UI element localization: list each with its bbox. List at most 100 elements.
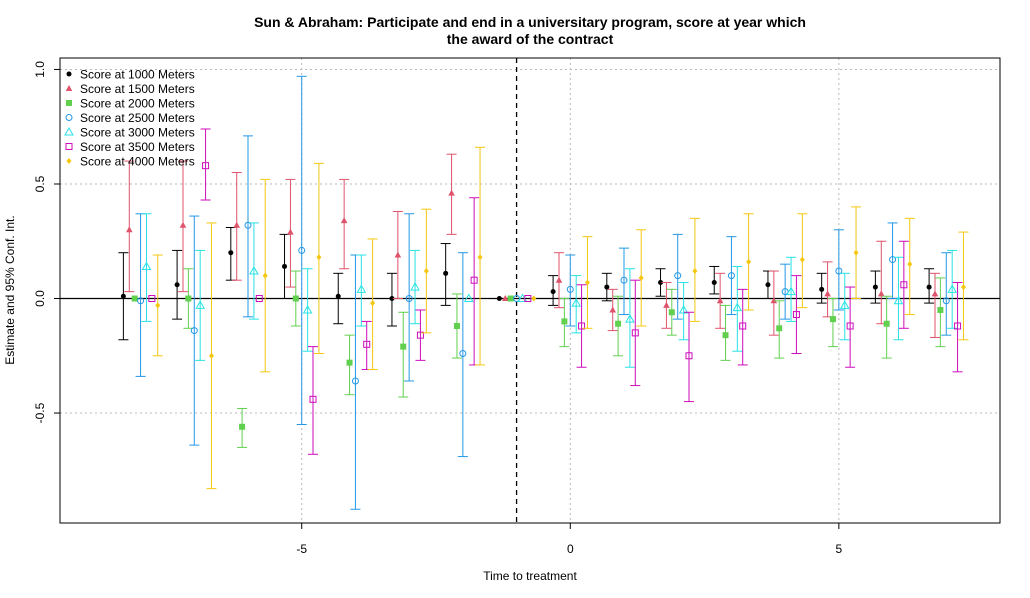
data-point: [335, 293, 341, 299]
data-point: [571, 298, 582, 307]
data-point: [846, 322, 854, 330]
data-point: [302, 304, 313, 314]
data-point: [125, 226, 133, 233]
legend-label: Score at 4000 Meters: [80, 155, 195, 169]
y-tick-label: 1.0: [33, 61, 47, 78]
data-point: [668, 309, 675, 316]
legend-marker: [65, 114, 73, 121]
legend-marker: [65, 85, 73, 91]
legend-label: Score at 1000 Meters: [80, 68, 195, 82]
data-point: [853, 249, 859, 256]
data-point: [776, 325, 783, 332]
plot-frame: [59, 57, 1001, 524]
data-point: [416, 331, 424, 339]
data-point: [239, 423, 246, 430]
data-point: [638, 274, 644, 281]
data-point: [155, 302, 161, 309]
data-point: [244, 221, 252, 229]
data-point: [477, 254, 483, 261]
data-point: [195, 300, 206, 309]
axes: -5 0 5 -0.5 0.0 0.5 1.0: [33, 61, 843, 556]
data-point: [410, 282, 420, 291]
data-point: [370, 300, 376, 307]
legend-label: Score at 3000 Meters: [80, 126, 195, 140]
data-point: [255, 295, 263, 303]
legend-label: Score at 1500 Meters: [80, 82, 195, 96]
data-point: [496, 296, 502, 302]
data-point: [555, 276, 563, 283]
data-point: [202, 162, 210, 170]
data-point: [340, 217, 348, 224]
x-tick-label: 0: [567, 542, 574, 556]
chart-title-line-2: the award of the contract: [447, 31, 614, 47]
data-point: [746, 258, 752, 265]
data-point: [309, 395, 317, 403]
data-point: [609, 306, 617, 313]
data-point: [394, 251, 402, 258]
data-point: [363, 340, 371, 348]
data-point: [900, 281, 908, 289]
data-point: [893, 295, 904, 305]
data-point: [249, 266, 259, 275]
data-point: [346, 359, 353, 366]
data-point: [625, 314, 635, 323]
data-point: [765, 282, 771, 288]
data-point: [448, 189, 455, 196]
data-point: [829, 316, 836, 323]
data-point: [942, 297, 950, 305]
data-point: [453, 323, 460, 330]
x-axis-label: Time to treatment: [483, 569, 577, 583]
legend-label: Score at 2500 Meters: [80, 111, 195, 125]
legend-marker: [65, 143, 73, 150]
grid-lines: [60, 58, 1000, 523]
data-point: [137, 297, 145, 305]
y-axis-label: Estimate and 95% Conf. Int.: [3, 215, 17, 364]
data-point: [174, 282, 180, 288]
data-point: [578, 322, 586, 330]
data-point: [287, 228, 294, 235]
x-tick-label: 5: [836, 542, 843, 556]
data-point: [389, 296, 395, 302]
data-point: [148, 295, 156, 303]
data-point: [711, 279, 717, 285]
data-point: [658, 279, 664, 285]
y-tick-label: -0.5: [33, 402, 47, 423]
reference-lines: [60, 58, 1000, 523]
legend-label: Score at 2000 Meters: [80, 97, 195, 111]
legend-marker: [66, 71, 72, 77]
series-6: [148, 128, 963, 455]
data-point: [620, 276, 628, 284]
data-point: [883, 320, 890, 327]
legend-marker: [66, 100, 72, 106]
data-point: [663, 301, 670, 308]
data-point: [678, 304, 689, 314]
data-point: [524, 295, 532, 303]
data-point: [770, 297, 778, 304]
data-point: [179, 221, 187, 228]
data-point: [931, 290, 939, 297]
legend-marker: [66, 158, 72, 164]
data-point: [685, 352, 693, 360]
data-point: [507, 295, 514, 302]
data-point: [839, 300, 850, 309]
series-5: [141, 213, 958, 368]
data-point: [727, 272, 735, 280]
data-point: [926, 284, 932, 290]
data-point: [459, 349, 467, 357]
data-point: [190, 327, 198, 335]
data-point: [400, 343, 407, 350]
series-4: [135, 75, 952, 510]
series-3: [131, 268, 946, 448]
data-point: [604, 284, 610, 290]
data-point: [889, 256, 897, 264]
data-point: [716, 297, 724, 304]
data-point: [316, 254, 322, 261]
data-point: [799, 256, 805, 263]
data-point: [566, 285, 574, 293]
y-tick-label: 0.5: [33, 175, 47, 192]
series-1: [118, 227, 935, 341]
data-point: [877, 290, 885, 297]
data-point: [185, 295, 192, 302]
data-point: [584, 279, 590, 286]
data-point: [722, 332, 729, 339]
